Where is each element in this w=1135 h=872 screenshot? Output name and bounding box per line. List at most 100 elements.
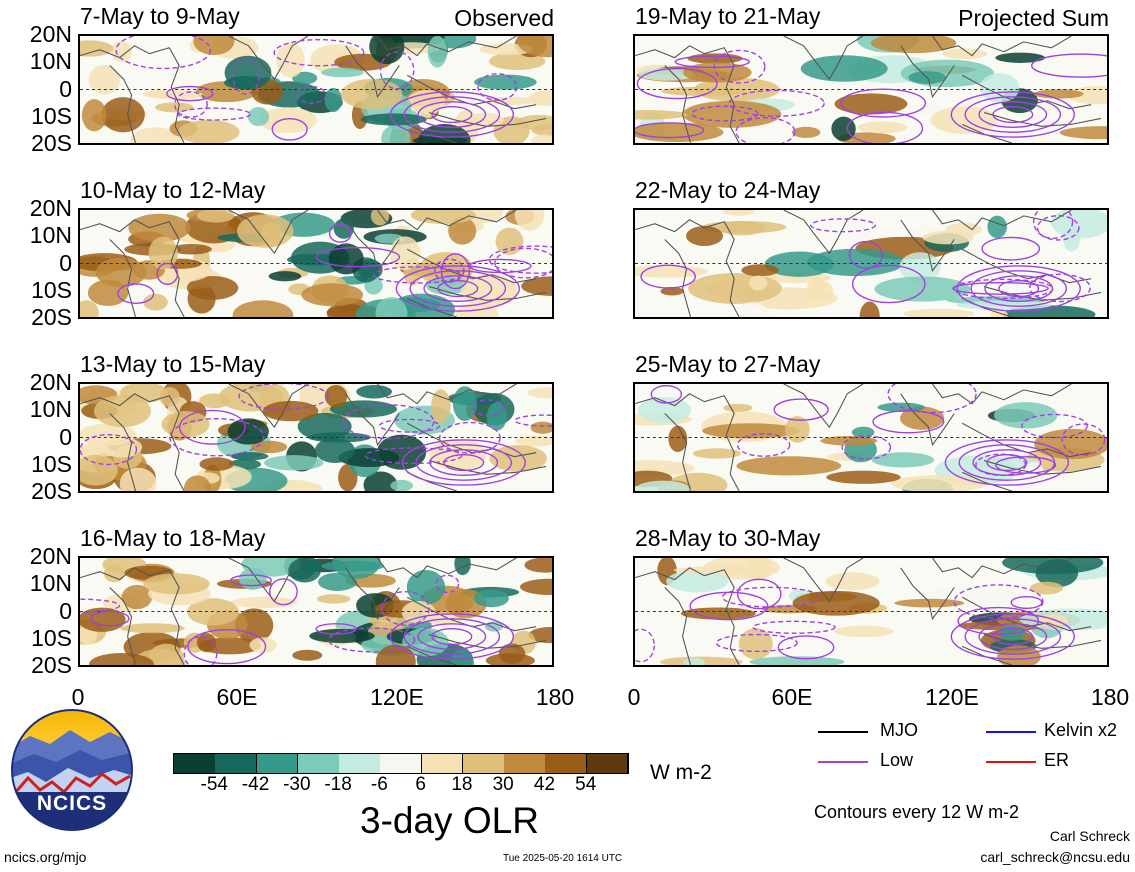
olr-anomaly-blob <box>262 400 319 422</box>
olr-anomaly-blob <box>431 389 451 424</box>
low-contour <box>689 591 769 621</box>
coastline <box>109 587 137 665</box>
low-contour <box>328 223 352 243</box>
low-contour <box>1036 215 1080 241</box>
coastline <box>109 239 137 317</box>
olr-anomaly-blob <box>922 230 974 245</box>
lat-label: 20N <box>29 369 72 395</box>
low-contour <box>846 111 924 143</box>
lat-label: 10S <box>31 624 72 651</box>
low-contour <box>328 627 416 653</box>
coastline <box>80 219 185 317</box>
map-svg <box>80 36 552 143</box>
low-contour <box>736 433 791 457</box>
olr-anomaly-blob <box>635 480 692 491</box>
olr-anomaly-blob <box>389 236 421 271</box>
low-contour <box>80 598 121 613</box>
coastline <box>664 587 692 665</box>
coastline <box>635 567 740 665</box>
olr-anomaly-blob <box>161 411 210 438</box>
legend-line <box>986 731 1036 733</box>
logo-graphic <box>11 709 133 831</box>
low-contour <box>635 628 655 663</box>
lat-label: 0 <box>59 75 72 102</box>
low-contour <box>417 623 487 650</box>
olr-anomaly-blob <box>527 387 552 399</box>
low-contour <box>166 85 214 102</box>
colorbar-cell <box>504 754 546 773</box>
low-contour <box>650 385 683 404</box>
olr-anomaly-blob <box>154 102 194 113</box>
coastline <box>345 567 400 621</box>
coastline <box>783 384 864 429</box>
legend-item-mjo: MJO <box>818 720 968 744</box>
footer-left-link[interactable]: ncics.org/mjo <box>4 849 87 865</box>
olr-anomaly-blob <box>994 402 1058 429</box>
olr-anomaly-blob <box>834 93 908 115</box>
low-contour <box>944 439 1070 486</box>
lon-label: 0 <box>627 684 641 710</box>
olr-anomaly-blob <box>170 244 212 255</box>
olr-anomaly-blob <box>733 302 770 317</box>
olr-anomaly-blob <box>997 645 1041 665</box>
low-contour <box>494 247 552 279</box>
coastline <box>109 413 137 491</box>
olr-anomaly-blob <box>316 594 351 604</box>
olr-anomaly-blob <box>321 67 364 78</box>
olr-anomaly-blob <box>196 210 235 223</box>
olr-anomaly-blob <box>1059 126 1107 140</box>
olr-anomaly-blob <box>301 283 364 307</box>
olr-anomaly-blob <box>1002 558 1104 575</box>
panel-title: 28-May to 30-May <box>635 525 821 551</box>
coastline <box>932 210 1072 231</box>
coastline <box>783 210 864 255</box>
low-contour <box>715 633 798 653</box>
low-contour <box>950 91 1075 138</box>
olr-anomaly-blob <box>143 293 168 311</box>
panel-title: 13-May to 15-May <box>80 351 266 377</box>
coastline <box>228 210 309 255</box>
legend-item-kelvin: Kelvin x2 <box>986 720 1135 744</box>
panel-title: 25-May to 27-May <box>635 351 821 377</box>
low-contour <box>953 584 1044 619</box>
olr-anomaly-blob <box>871 452 935 468</box>
panel-label: Observed <box>454 5 554 31</box>
olr-anomaly-blob <box>1051 210 1107 239</box>
coastline <box>932 558 1072 579</box>
olr-anomaly-blob <box>987 215 1007 239</box>
legend-label: Kelvin x2 <box>1044 720 1118 740</box>
olr-anomaly-blob <box>680 607 756 620</box>
legend-line <box>986 761 1036 763</box>
olr-anomaly-blob <box>88 65 121 95</box>
olr-anomaly-blob <box>741 264 779 277</box>
lon-label: 120E <box>370 684 424 710</box>
olr-anomaly-blob <box>224 55 272 90</box>
map-svg <box>80 384 552 491</box>
olr-anomaly-blob <box>473 589 509 608</box>
panel-label: Projected Sum <box>958 5 1109 31</box>
low-contour <box>848 240 883 269</box>
ncics-logo[interactable]: NCICS <box>10 708 134 832</box>
low-contour <box>810 218 876 233</box>
low-contour <box>1029 273 1091 303</box>
low-contour <box>841 435 892 460</box>
olr-anomaly-blob <box>723 403 753 413</box>
low-contour <box>1032 210 1074 239</box>
colorbar-cell <box>462 754 505 773</box>
olr-anomaly-blob <box>317 572 357 591</box>
coastline <box>783 558 864 603</box>
olr-anomaly-blob <box>390 479 413 491</box>
olr-anomaly-blob <box>218 384 283 412</box>
coastline <box>345 219 400 273</box>
olr-map <box>78 382 554 493</box>
panel-title: 19-May to 21-May <box>635 3 821 29</box>
low-contour <box>389 91 515 138</box>
olr-anomaly-blob <box>356 384 392 399</box>
coastline <box>428 286 547 301</box>
olr-anomaly-blob <box>264 455 324 471</box>
coastline <box>900 567 955 621</box>
olr-anomaly-blob <box>528 90 552 106</box>
low-contour <box>992 627 1034 646</box>
low-contour <box>1061 423 1106 456</box>
low-contour <box>713 49 766 84</box>
